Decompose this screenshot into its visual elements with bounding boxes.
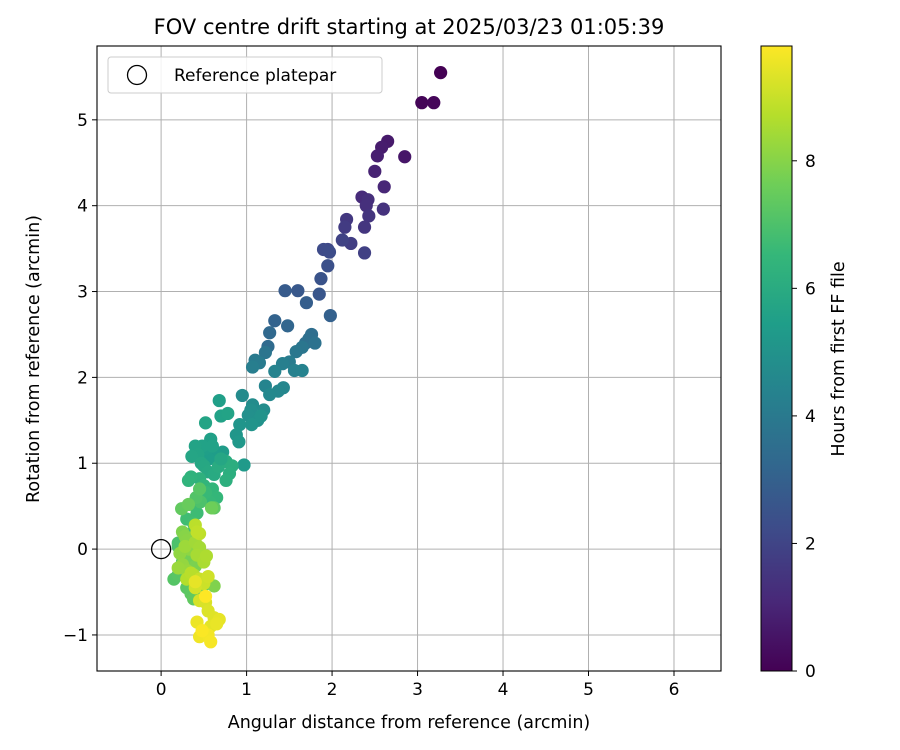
data-point [362,209,376,223]
data-point [245,418,259,432]
data-point [198,416,213,430]
data-point [314,272,328,286]
colorbar: 0 2 4 6 8 Hours from first FF file [760,45,849,682]
data-point [357,220,372,234]
x-axis-label: Angular distance from reference (arcmin) [228,713,591,733]
legend: Reference platepar [107,56,383,94]
data-point [359,199,373,213]
y-tick-label: 2 [77,368,88,388]
data-point [171,561,185,575]
data-point [434,66,448,80]
data-point [254,409,268,423]
data-point [312,287,326,301]
legend-label: Reference platepar [174,66,336,86]
data-point [368,164,382,178]
data-point [190,506,204,520]
x-tick-label: 5 [583,680,594,700]
data-point [198,589,213,603]
data-point [308,336,322,350]
data-point [204,635,218,649]
legend-box [107,56,383,94]
data-point [199,549,214,563]
data-point [181,473,196,488]
data-point [205,439,219,453]
data-point [321,259,335,273]
colorbar-ticks: 0 2 4 6 8 [792,152,816,682]
data-point [263,326,277,340]
data-point [281,319,295,333]
data-point [323,308,337,323]
grid-lines [97,46,721,671]
colorbar-tick-label: 4 [805,407,816,427]
colorbar-tick-label: 6 [805,279,816,299]
y-tick-label: −1 [63,626,88,646]
colorbar-tick-label: 0 [805,662,816,682]
x-tick-label: 2 [327,680,338,700]
data-point [207,579,221,593]
y-tick-label: 0 [77,540,88,560]
data-point [178,539,192,554]
data-point [370,149,384,163]
legend-marker [126,64,148,86]
data-point [221,406,235,421]
x-tick-label: 6 [669,680,680,700]
data-point [338,220,352,234]
data-point [291,284,305,298]
data-point [219,473,233,488]
chart-title: FOV centre drift starting at 2025/03/23 … [154,15,665,39]
data-point [232,435,246,449]
data-point [195,624,209,638]
data-point [237,458,251,472]
y-axis: −1 0 1 2 3 4 5 [63,111,97,646]
data-point [377,180,391,194]
data-point [210,617,224,631]
data-point [295,363,309,378]
x-axis: 0 1 2 3 4 5 6 [156,671,680,700]
data-point [268,314,282,328]
plot-frame [96,45,722,672]
y-tick-label: 5 [77,111,88,131]
y-tick-label: 1 [77,454,88,474]
x-tick-label: 3 [412,680,423,700]
data-point [427,96,441,110]
x-tick-label: 0 [156,680,167,700]
data-point [415,96,429,110]
data-point [322,245,337,259]
reference-marker [150,538,172,560]
colorbar-tick-label: 8 [805,152,816,172]
data-point [289,345,303,359]
data-point [245,360,260,374]
data-point [204,501,219,515]
data-point [212,393,226,408]
data-point [278,284,292,298]
data-point [376,202,390,216]
y-tick-label: 4 [77,197,88,217]
x-tick-label: 1 [241,680,252,700]
data-point [201,569,215,584]
data-point [357,246,372,260]
data-point [235,388,249,403]
colorbar-tick-label: 2 [805,534,816,554]
data-point [192,482,207,496]
data-point [335,233,349,247]
data-point [268,364,282,378]
data-point [263,387,277,402]
colorbar-gradient [760,45,793,672]
data-point [185,449,199,463]
colorbar-label: Hours from first FF file [829,261,849,456]
data-point [190,525,204,539]
data-point [214,452,228,466]
data-point [299,296,314,310]
y-axis-label: Rotation from reference (arcmin) [24,215,44,503]
y-tick-label: 3 [77,283,88,303]
data-point [258,345,272,360]
data-point [398,150,412,164]
data-points [167,66,448,649]
data-point [188,575,202,589]
data-point [233,418,247,432]
x-tick-label: 4 [498,680,509,700]
data-point [181,497,196,512]
